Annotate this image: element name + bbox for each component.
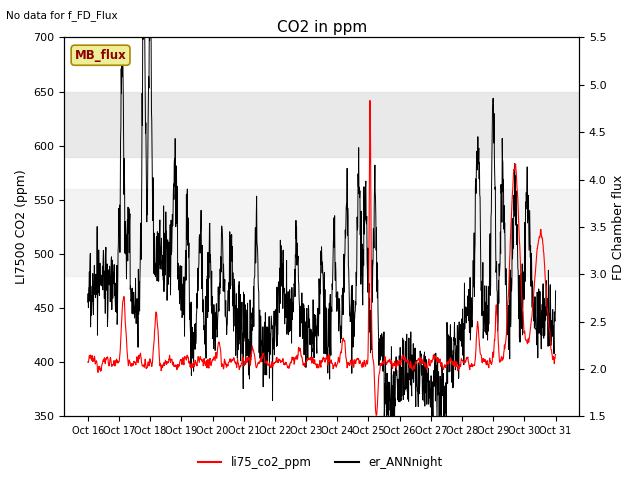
- Title: CO2 in ppm: CO2 in ppm: [276, 20, 367, 35]
- Bar: [65, 189, 579, 276]
- Legend: li75_co2_ppm, er_ANNnight: li75_co2_ppm, er_ANNnight: [193, 452, 447, 474]
- Text: No data for f_FD_Flux: No data for f_FD_Flux: [6, 10, 118, 21]
- Y-axis label: FD Chamber flux: FD Chamber flux: [612, 174, 625, 279]
- Y-axis label: LI7500 CO2 (ppm): LI7500 CO2 (ppm): [15, 169, 28, 284]
- Text: MB_flux: MB_flux: [75, 49, 127, 62]
- Bar: [65, 92, 579, 156]
